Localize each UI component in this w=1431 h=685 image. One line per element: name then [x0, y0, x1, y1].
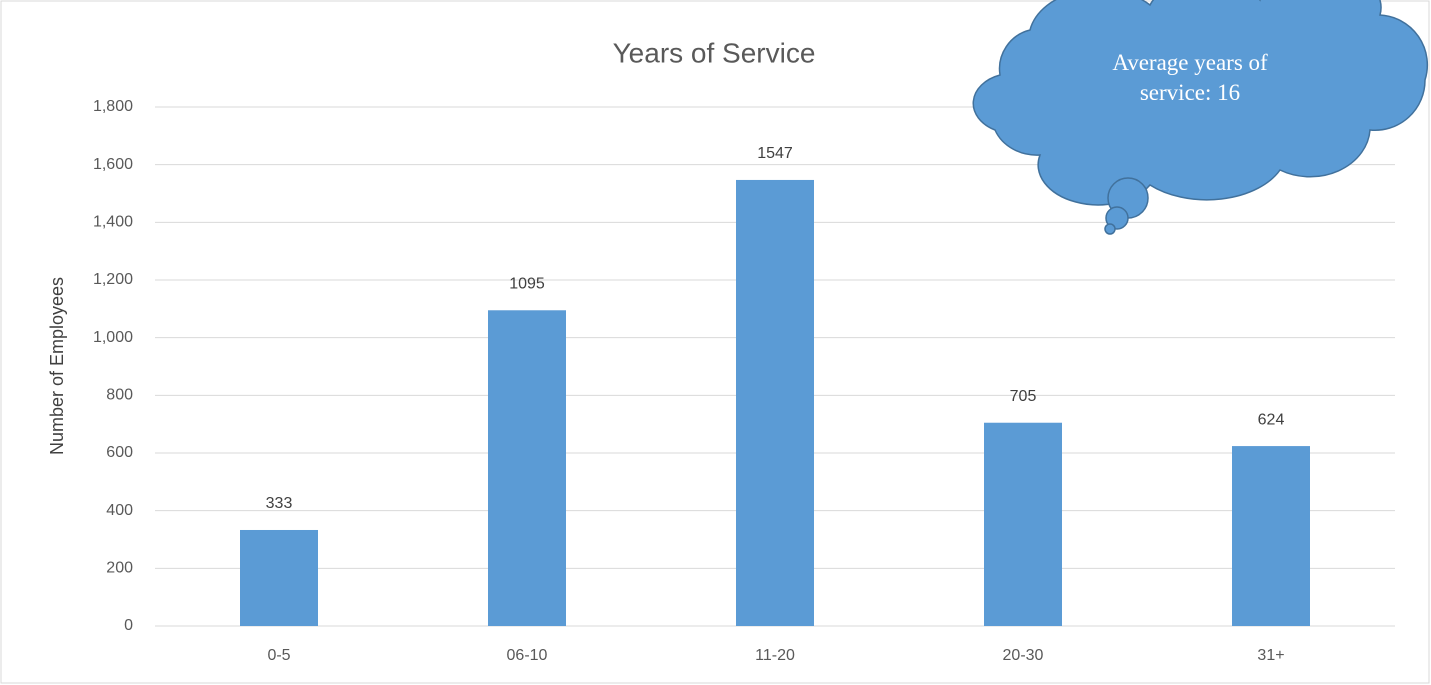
bar: [1232, 446, 1310, 626]
x-tick-label: 0-5: [267, 647, 290, 664]
y-tick-label: 1,600: [93, 156, 133, 173]
cloud: [972, 0, 1429, 206]
callout-text: Average years of service: 16: [1112, 50, 1268, 105]
data-label: 1547: [757, 145, 793, 162]
data-label: 1095: [509, 275, 545, 292]
y-axis-label: Number of Employees: [47, 277, 67, 455]
callout: Average years of service: 16: [972, 0, 1429, 235]
bar: [488, 310, 566, 626]
y-tick-label: 200: [106, 560, 133, 577]
bar: [984, 422, 1062, 626]
y-tick-label: 0: [124, 617, 133, 634]
y-tick-label: 1,000: [93, 329, 133, 346]
x-tick-label: 11-20: [755, 647, 795, 664]
y-tick-label: 1,200: [93, 271, 133, 288]
y-tick-label: 1,400: [93, 214, 133, 231]
bar: [736, 179, 814, 626]
data-label: 624: [1258, 411, 1285, 428]
y-tick-label: 1,800: [93, 98, 133, 115]
data-label: 333: [266, 495, 293, 512]
data-label: 705: [1010, 388, 1037, 405]
y-tick-label: 600: [106, 444, 133, 461]
x-tick-label: 31+: [1257, 647, 1284, 664]
cloud-bubble: [1104, 223, 1116, 235]
bar: [240, 529, 318, 626]
y-tick-label: 800: [106, 387, 133, 404]
y-tick-label: 400: [106, 502, 133, 519]
x-tick-label: 06-10: [507, 647, 548, 664]
plot-area: 0 200 400 600 800 1,000 1,200 1,400 1,600 1,800 0-…: [93, 98, 1395, 664]
x-tick-label: 20-30: [1003, 647, 1044, 664]
callout-box: Average years of service: 16: [1112, 50, 1268, 105]
chart-title: Years of Service: [613, 37, 816, 68]
